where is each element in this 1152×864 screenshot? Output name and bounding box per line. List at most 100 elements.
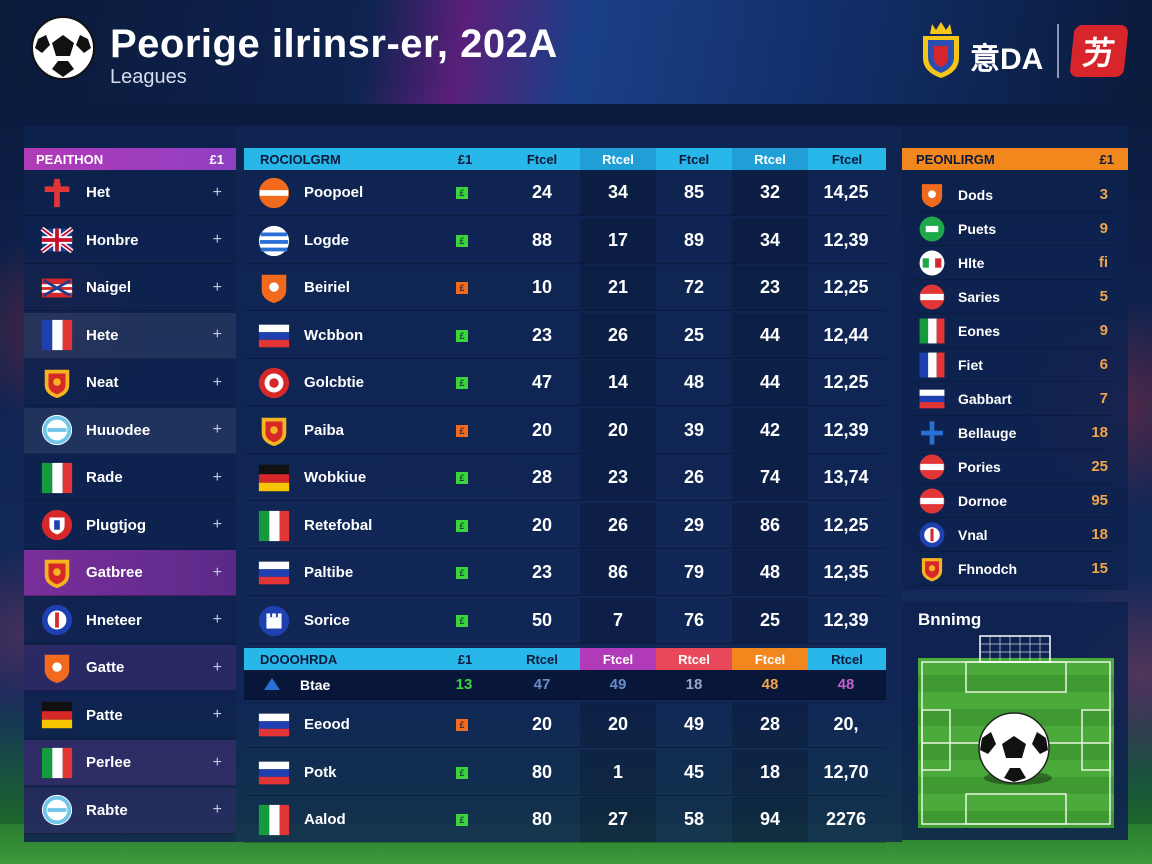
plus-icon[interactable]: + — [212, 563, 222, 581]
column-header[interactable]: Ftcel — [678, 151, 710, 167]
sidebar-item[interactable]: Naigel + — [24, 265, 236, 311]
ranking-item[interactable]: Gabbart 7 — [914, 382, 1114, 416]
sidebar-item[interactable]: Rade + — [24, 455, 236, 501]
column-header[interactable]: Ftcel — [580, 648, 656, 670]
sidebar-item[interactable]: Het + — [24, 170, 236, 216]
column-header[interactable]: Ftcel — [732, 648, 808, 670]
table-row[interactable]: Aalod £80 27 58 94 2276 — [244, 797, 886, 843]
plus-icon[interactable]: + — [212, 278, 222, 296]
sidebar-item[interactable]: Honbre + — [24, 218, 236, 264]
ranking-item[interactable]: Puets 9 — [914, 212, 1114, 246]
sidebar-item[interactable]: Huuodee + — [24, 407, 236, 454]
plus-icon[interactable]: + — [212, 231, 222, 248]
stat-value: 29 — [683, 514, 705, 535]
ranking-item-value: fi — [1098, 254, 1108, 271]
orange-band-flag-icon — [256, 176, 292, 210]
table-row[interactable]: Wcbbon £23 26 25 44 12,44 — [244, 312, 886, 359]
brand-badge[interactable]: 艻 — [1069, 25, 1129, 77]
table-row[interactable]: Logde £88 17 89 34 12,39 — [244, 217, 886, 264]
plus-icon[interactable]: + — [212, 516, 222, 533]
stat-value: 85 — [683, 182, 705, 202]
tricolor-flag-icon — [256, 708, 292, 742]
football-pitch-icon[interactable] — [918, 632, 1114, 830]
ranking-item-label: Dods — [958, 186, 993, 203]
stat-value: 32 — [759, 182, 781, 202]
plus-icon[interactable]: + — [212, 373, 222, 391]
table-row[interactable]: Wobkiue £28 23 26 74 13,74 — [244, 455, 886, 501]
sidebar-item[interactable]: Gatte + — [24, 645, 236, 691]
table-row[interactable]: Golcbtie £47 14 48 44 12,25 — [244, 360, 886, 406]
sidebar-item[interactable]: Hete + — [24, 312, 236, 359]
table-row[interactable]: Eeood £20 20 49 28 20, — [244, 702, 886, 748]
column-shade — [580, 312, 656, 358]
stat-value: 26 — [607, 514, 629, 535]
column-header[interactable]: Ftcel — [831, 151, 863, 167]
column-shade — [580, 702, 656, 747]
sidebar-item[interactable]: Neat + — [24, 360, 236, 406]
soccer-ball-icon — [31, 16, 95, 80]
table-row[interactable]: Potk £80 1 45 18 12,70 — [244, 749, 886, 796]
table-row[interactable]: Poopoel £24 34 85 32 14,25 — [244, 170, 886, 216]
column-header[interactable]: DOOOHRDA — [260, 651, 338, 667]
sidebar-item[interactable]: Gatbree + — [24, 550, 236, 596]
greece-flag-icon — [256, 224, 292, 258]
team-name: Logde — [304, 231, 349, 249]
column-header[interactable]: Rtcel — [831, 651, 863, 667]
plus-icon[interactable]: + — [212, 658, 222, 676]
ranking-item[interactable]: Pories 25 — [914, 450, 1114, 484]
ranking-item[interactable]: Vnal 18 — [914, 518, 1114, 552]
column-header[interactable]: £1 — [457, 151, 473, 167]
plus-icon[interactable]: + — [212, 706, 222, 723]
sidebar-item[interactable]: Plugtjog + — [24, 503, 236, 549]
sidebar-item-label: Rabte — [86, 801, 128, 819]
sidebar-item-label: Naigel — [86, 279, 132, 296]
plus-icon[interactable]: + — [212, 421, 222, 438]
stat-value: 28 — [531, 467, 553, 487]
table-row[interactable]: Paltibe £23 86 79 48 12,35 — [244, 550, 886, 596]
tricolor-flag-icon — [256, 319, 292, 353]
stat-value: 12,25 — [823, 514, 869, 535]
ranking-item[interactable]: Dods 3 — [914, 178, 1114, 212]
sidebar-item[interactable]: Patte + — [24, 693, 236, 739]
plus-icon[interactable]: + — [212, 801, 222, 818]
ranking-item[interactable]: Saries 5 — [914, 280, 1114, 314]
ranking-item[interactable]: Eones 9 — [914, 314, 1114, 348]
column-header[interactable]: Rtcel — [732, 148, 808, 170]
league-sidebar: PEAITHON £1 Het + Honbre + Naigel + Hete + Neat +… — [24, 126, 236, 842]
plus-icon[interactable]: + — [212, 468, 222, 486]
table-row[interactable]: Sorice £50 7 76 25 12,39 — [244, 597, 886, 644]
plus-icon[interactable]: + — [212, 611, 222, 628]
ranking-item-value: 6 — [1099, 356, 1108, 373]
header-divider — [1057, 24, 1059, 78]
column-header[interactable]: £1 — [457, 651, 473, 667]
table-row[interactable]: Retefobal £20 26 29 86 12,25 — [244, 502, 886, 549]
ranking-item[interactable]: Fhnodch 15 — [914, 552, 1114, 586]
team-name: Sorice — [304, 611, 350, 629]
sidebar-item[interactable]: Rabte + — [24, 787, 236, 834]
ranking-item-value: 18 — [1091, 424, 1108, 441]
table-row[interactable]: Beiriel £10 21 72 23 12,25 — [244, 265, 886, 311]
table-row[interactable]: Paiba £20 20 39 42 12,39 — [244, 407, 886, 454]
ranking-panel: PEONLIRGM £1 Dods 3 Puets 9 Hlte fi Saries 5 Eon… — [902, 126, 1128, 590]
argentina-badge-icon — [40, 793, 74, 827]
column-header[interactable]: Rtcel — [580, 148, 656, 170]
ranking-item[interactable]: Fiet 6 — [914, 348, 1114, 382]
ranking-item[interactable]: Bellauge 18 — [914, 416, 1114, 450]
plus-icon[interactable]: + — [212, 183, 222, 201]
stat-value: 26 — [683, 467, 705, 487]
column-header[interactable]: Rtcel — [656, 648, 732, 670]
column-shade — [580, 217, 656, 263]
column-header[interactable]: Rtcel — [526, 651, 558, 667]
tricolor-flag-icon — [256, 556, 292, 590]
ranking-item[interactable]: Hlte fi — [914, 246, 1114, 280]
column-header[interactable]: Ftcel — [526, 151, 558, 167]
plus-icon[interactable]: + — [212, 753, 222, 771]
italy-badge-icon — [918, 249, 946, 277]
sidebar-item[interactable]: Perlee + — [24, 740, 236, 786]
ranking-item[interactable]: Dornoe 95 — [914, 484, 1114, 518]
stat-value: 26 — [607, 324, 629, 345]
sidebar-item[interactable]: Hneteer + — [24, 598, 236, 644]
team-name: Wcbbon — [304, 326, 364, 344]
plus-icon[interactable]: + — [212, 326, 222, 343]
column-header[interactable]: ROCIOLGRM — [260, 151, 341, 167]
